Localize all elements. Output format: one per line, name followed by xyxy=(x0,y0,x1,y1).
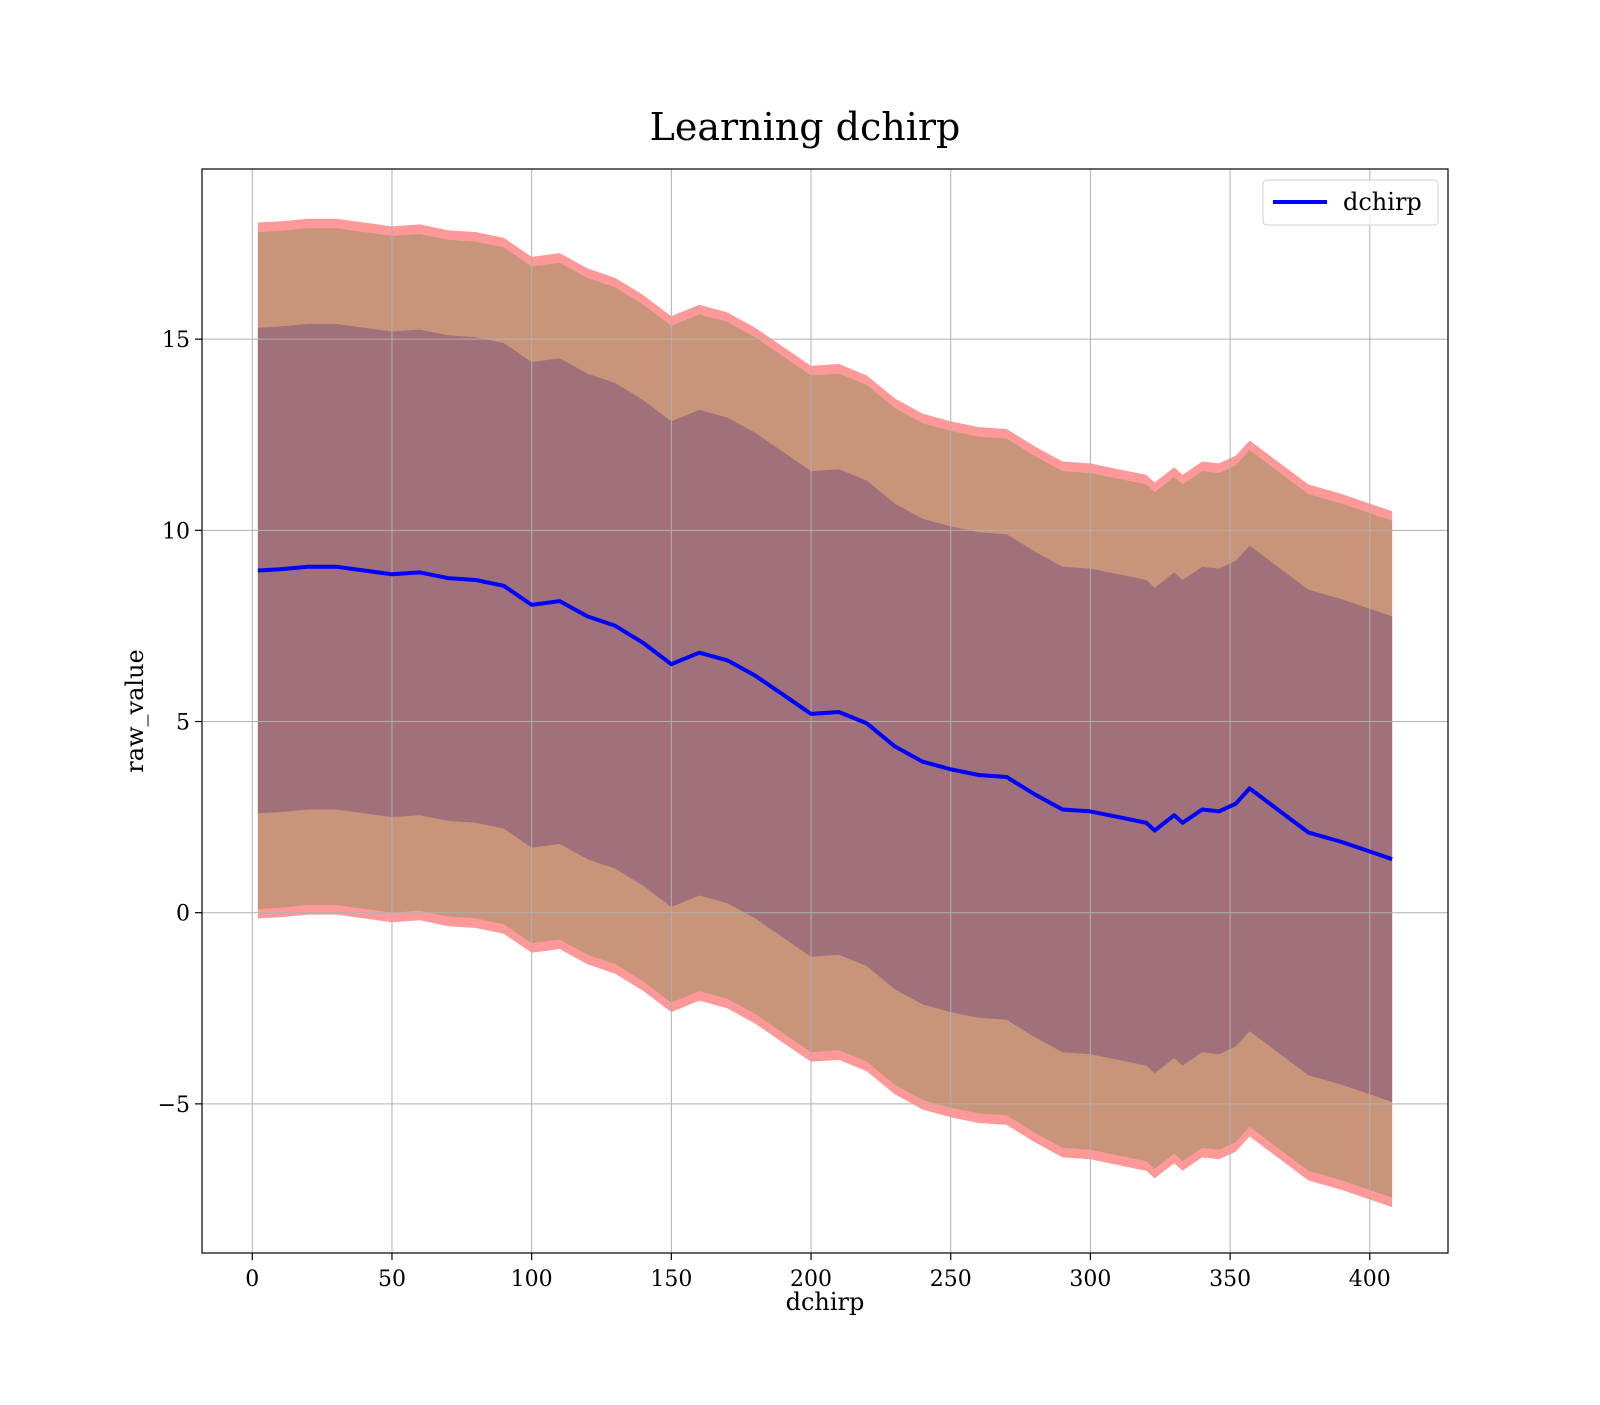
x-tick-label: 150 xyxy=(650,1267,692,1292)
series-line-dchirp xyxy=(257,564,1393,862)
y-tick-label: 10 xyxy=(162,519,190,544)
y-tick-label: 0 xyxy=(176,902,190,927)
y-axis-label: raw_value xyxy=(121,649,149,773)
x-axis-label: dchirp xyxy=(786,1288,865,1316)
legend-label: dchirp xyxy=(1343,188,1422,216)
legend: dchirp xyxy=(1262,179,1439,226)
x-axis: 0 50 100 150 200 250 300 350 400 xyxy=(245,1253,1391,1292)
x-tick-label: 0 xyxy=(245,1267,259,1292)
y-tick-label: 5 xyxy=(176,711,190,736)
grid-layer xyxy=(202,169,1448,1253)
x-tick-label: 300 xyxy=(1069,1267,1111,1292)
x-tick-label: 250 xyxy=(930,1267,972,1292)
y-tick-label: 15 xyxy=(162,328,190,353)
y-tick-label: −5 xyxy=(158,1093,190,1118)
x-tick-label: 400 xyxy=(1349,1267,1391,1292)
x-tick-label: 200 xyxy=(790,1267,832,1292)
x-tick-label: 50 xyxy=(378,1267,406,1292)
x-tick-label: 350 xyxy=(1209,1267,1251,1292)
plot-frame xyxy=(201,168,1449,1254)
legend-box xyxy=(1262,179,1439,226)
y-axis: −5 0 5 10 15 xyxy=(158,328,202,1118)
x-tick-label: 100 xyxy=(511,1267,553,1292)
line-layer xyxy=(257,564,1393,862)
chart-title: Learning dchirp xyxy=(650,105,961,149)
